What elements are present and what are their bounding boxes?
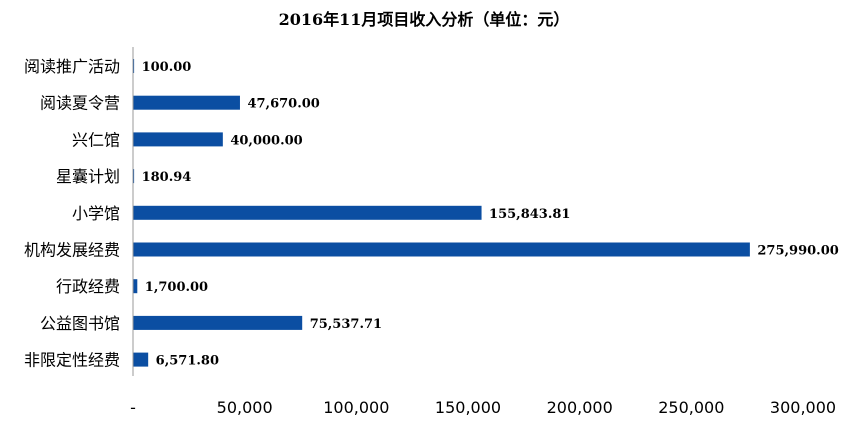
- category-label: 行政经费: [56, 277, 120, 296]
- value-label: 180.94: [142, 170, 192, 185]
- category-label: 非限定性经费: [24, 351, 120, 370]
- x-tick-label: 250,000: [658, 398, 724, 417]
- category-label: 机构发展经费: [24, 241, 120, 260]
- x-tick-label: 50,000: [217, 398, 273, 417]
- value-label: 75,537.71: [310, 317, 382, 332]
- value-label: 275,990.00: [757, 244, 838, 259]
- value-labels: 100.00 47,670.00 40,000.00 180.94 155,843.81…: [142, 60, 839, 369]
- category-labels: 阅读推广活动阅读夏令营兴仁馆星囊计划小学馆机构发展经费行政经费公益图书馆非限定性…: [24, 57, 120, 370]
- value-label: 155,843.81: [489, 207, 570, 222]
- value-label: 6,571.80: [156, 354, 219, 369]
- x-tick-label: -: [130, 398, 136, 417]
- bar: [133, 279, 138, 294]
- x-tick-label: 300,000: [770, 398, 836, 417]
- bar: [133, 242, 750, 257]
- bars-group: [133, 59, 750, 367]
- bar: [133, 169, 135, 184]
- x-tick-label: 100,000: [323, 398, 389, 417]
- category-label: 公益图书馆: [40, 314, 120, 333]
- category-label: 阅读夏令营: [40, 94, 120, 113]
- bar: [133, 132, 223, 147]
- category-label: 阅读推广活动: [24, 57, 120, 76]
- bar: [133, 205, 482, 220]
- bar: [133, 352, 149, 367]
- x-tick-label: 200,000: [547, 398, 613, 417]
- chart-title: 2016年11月项目收入分析（单位：元）: [278, 10, 570, 29]
- x-tick-label: 150,000: [435, 398, 501, 417]
- category-label: 星囊计划: [56, 167, 120, 186]
- value-label: 47,670.00: [247, 97, 319, 112]
- bar: [133, 95, 240, 110]
- value-label: 1,700.00: [145, 280, 208, 295]
- category-label: 小学馆: [72, 204, 120, 223]
- value-label: 100.00: [142, 60, 192, 75]
- value-label: 40,000.00: [230, 133, 302, 148]
- x-axis-ticks: - 50,000 100,000 150,000 200,000 250,000 300,0…: [130, 398, 836, 417]
- bar: [133, 315, 303, 330]
- bar: [133, 59, 135, 73]
- category-label: 兴仁馆: [72, 130, 120, 149]
